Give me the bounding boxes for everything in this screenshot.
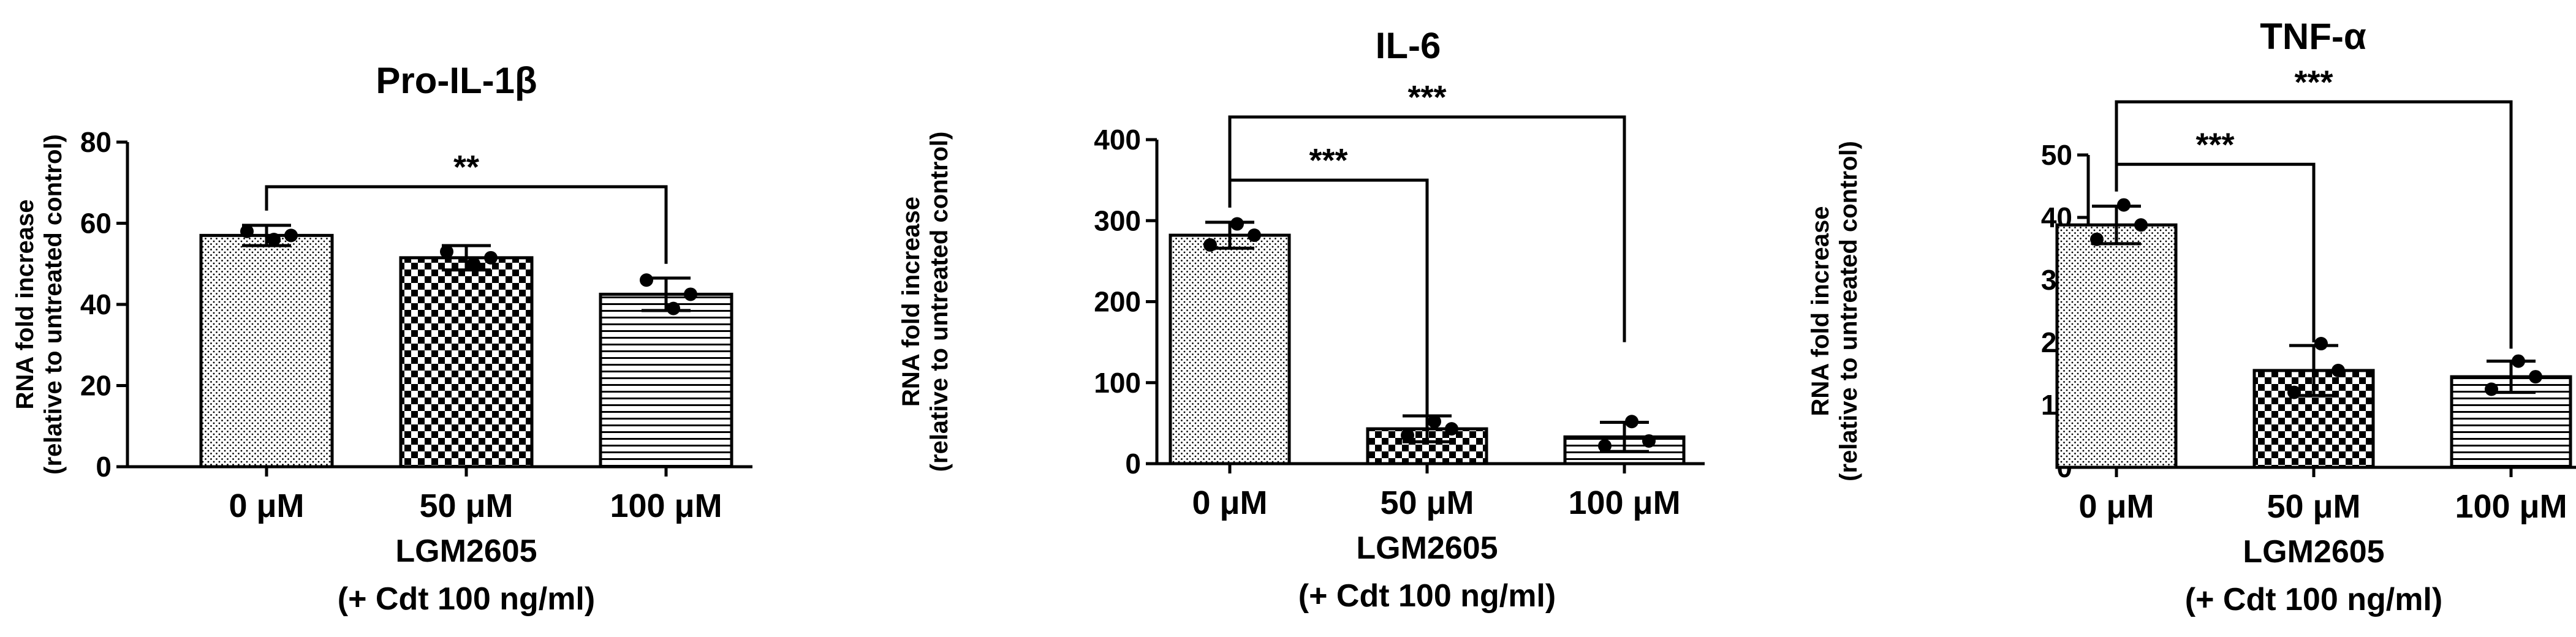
y-tick-label: 400 [1094, 124, 1141, 156]
data-point [1598, 439, 1612, 453]
bar-dots [1169, 233, 1291, 466]
y-axis-label-line: RNA fold increase [1807, 206, 1834, 416]
y-axis-label-line: (relative to untreated control) [1835, 141, 1862, 481]
data-point [1203, 238, 1217, 252]
chart-title: IL-6 [1376, 25, 1441, 66]
significance-bracket [265, 185, 668, 264]
y-axis-label: RNA fold increase(relative to untreated … [12, 134, 67, 475]
data-point [267, 233, 281, 246]
significance-label: *** [2294, 64, 2333, 100]
data-point [1230, 217, 1244, 231]
category-label: 0 μM [2078, 488, 2154, 525]
data-point [2332, 363, 2345, 377]
y-tick-label: 200 [1094, 286, 1141, 318]
y-axis-label: RNA fold increase(relative to untreated … [898, 132, 953, 472]
y-tick-label: 100 [1094, 367, 1141, 399]
data-point [1445, 422, 1458, 436]
bar-checker [399, 256, 534, 469]
significance-label: *** [1407, 79, 1446, 116]
data-point [1625, 415, 1638, 429]
data-point [240, 224, 254, 238]
data-point [440, 244, 453, 258]
chart-3: TNF-α01020304050RNA fold increase(relati… [1807, 16, 2576, 617]
y-tick-label: 0 [96, 451, 112, 483]
significance-label: ** [453, 149, 479, 186]
data-point [1401, 428, 1414, 442]
x-axis-label: LGM2605 [1356, 530, 1498, 566]
bar-dots [2055, 223, 2178, 469]
significance-label: *** [2195, 126, 2234, 163]
y-tick-label: 300 [1094, 205, 1141, 236]
y-tick-label: 0 [1125, 448, 1141, 480]
category-label: 100 μM [610, 488, 722, 524]
data-point [284, 228, 298, 243]
x-axis-label: (+ Cdt 100 ng/ml) [2185, 582, 2442, 617]
category-label: 100 μM [2455, 488, 2567, 525]
y-tick-label: 20 [80, 370, 112, 402]
chart-1: Pro-IL-1β 0 20 40 60 80 RNA fold increase(rela… [12, 60, 752, 617]
chart-title: Pro-IL-1β [376, 60, 537, 101]
significance-label: *** [1309, 142, 1347, 179]
y-axis-label: RNA fold increase(relative to untreated … [1807, 141, 1862, 481]
category-label: 100 μM [1568, 484, 1680, 521]
significance-bracket [2115, 100, 2513, 349]
category-label: 50 μM [1380, 484, 1474, 521]
data-point [2287, 385, 2301, 399]
category-label: 50 μM [419, 488, 513, 524]
data-point [2134, 218, 2148, 232]
category-label: 0 μM [1192, 484, 1267, 521]
y-axis-label-line: RNA fold increase [898, 197, 925, 407]
data-point [2314, 337, 2328, 351]
data-point [2090, 232, 2104, 246]
chart-2: IL-6 0 100 200 300 400 RNA fold increase(relat… [898, 25, 1705, 614]
data-point [1642, 434, 1656, 448]
data-point [467, 257, 480, 271]
category-label: 50 μM [2267, 488, 2360, 525]
bar-hlines [599, 292, 733, 469]
y-tick-label: 80 [80, 126, 112, 158]
data-point [2529, 370, 2542, 384]
category-label: 0 μM [229, 488, 304, 524]
data-point [640, 273, 653, 287]
data-point [2512, 354, 2525, 368]
x-axis-label: LGM2605 [2243, 534, 2384, 570]
y-axis-label-line: (relative to untreated control) [40, 134, 67, 475]
y-tick-label: 40 [80, 288, 112, 320]
data-point [667, 301, 680, 315]
data-point [684, 287, 697, 301]
significance-bracket [1228, 115, 1626, 342]
chart-title: TNF-α [2260, 16, 2366, 57]
x-axis-label: (+ Cdt 100 ng/ml) [1298, 578, 1556, 614]
data-point [1428, 415, 1441, 429]
data-point [1248, 228, 1261, 243]
y-tick-label: 60 [80, 208, 112, 239]
x-axis-label: LGM2605 [395, 533, 537, 569]
x-axis-label: (+ Cdt 100 ng/ml) [338, 581, 595, 617]
data-point [2485, 382, 2498, 396]
data-point [484, 251, 498, 265]
y-tick-label: 50 [2041, 139, 2072, 171]
data-point [2117, 198, 2131, 212]
y-axis-label-line: RNA fold increase [12, 199, 39, 409]
y-axis-label-line: (relative to untreated control) [926, 132, 953, 472]
bar-dots [199, 233, 334, 469]
